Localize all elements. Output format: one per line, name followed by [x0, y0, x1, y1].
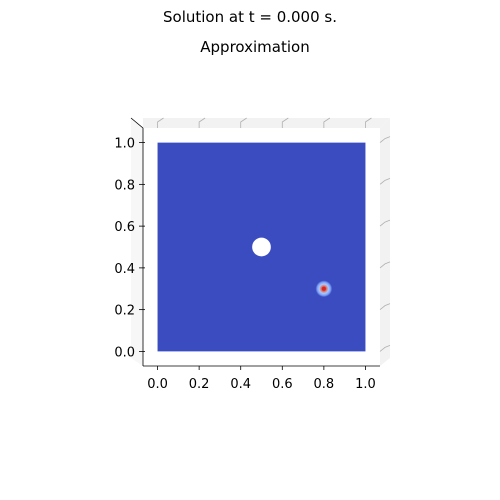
back-gridline	[157, 117, 164, 128]
side-gridline	[379, 303, 391, 310]
x-tick-label: 0.4	[230, 377, 251, 392]
axes-frame	[130, 117, 380, 367]
side-gridline	[379, 177, 391, 185]
y-tick-label: 0.8	[114, 178, 135, 193]
corner-edge	[130, 117, 144, 129]
y-tick-label: 0.2	[114, 304, 135, 319]
axes-title: Approximation	[200, 38, 309, 56]
side-gridline	[379, 261, 391, 269]
pane-gridlines	[157, 117, 391, 352]
x-tick-label: 1.0	[355, 377, 376, 392]
side-gridline	[379, 219, 391, 227]
figure-suptitle: Solution at t = 0.000 s.	[163, 8, 337, 26]
back-gridline	[281, 117, 289, 128]
x-tick-label: 0.6	[272, 377, 293, 392]
y-tick-label: 0.0	[114, 345, 135, 360]
domain-hole	[252, 237, 271, 257]
x-tick-label: 0.2	[189, 377, 210, 392]
side-gridline	[379, 345, 391, 352]
back-gridline	[323, 117, 331, 128]
axes-panes	[131, 118, 390, 366]
heatmap-surface	[157, 142, 366, 352]
side-gridline	[379, 136, 391, 143]
y-axis-ticks: 0.0 0.2 0.4 0.6 0.8 1.0	[114, 137, 145, 360]
back-gridline	[198, 117, 206, 128]
right-pane	[380, 118, 390, 366]
y-tick-label: 0.4	[114, 262, 135, 277]
back-gridline	[240, 117, 247, 128]
x-tick-label: 0.8	[314, 377, 335, 392]
source-peak	[321, 286, 326, 291]
y-tick-label: 1.0	[114, 137, 135, 152]
back-pane	[143, 118, 390, 128]
x-axis-ticks: 0.0 0.2 0.4 0.6 0.8 1.0	[147, 366, 376, 392]
left-pane	[131, 118, 143, 366]
x-tick-label: 0.0	[147, 377, 168, 392]
back-gridline	[365, 117, 372, 128]
y-tick-label: 0.6	[114, 220, 135, 235]
